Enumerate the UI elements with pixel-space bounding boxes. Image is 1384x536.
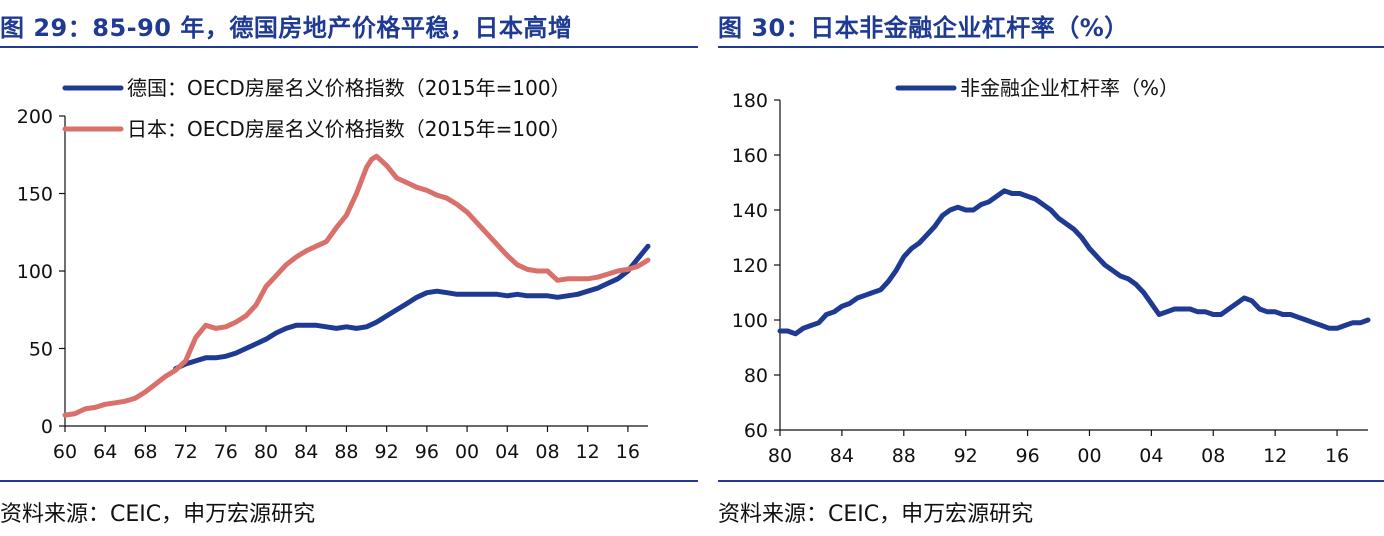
- house-price-chart: 0 50 100 150 200 60 64 68 72 76 80 84 88 92 96 00 04 08 12…: [17, 76, 651, 463]
- x-tick-label: 64: [93, 441, 117, 463]
- legend-label-0: 德国：OECD房屋名义价格指数（2015年=100）: [127, 76, 571, 100]
- x-tick-label: 60: [53, 441, 77, 463]
- x-tick-label: 92: [375, 441, 399, 463]
- y-tick-label: 160: [732, 145, 768, 167]
- title-rule: [0, 46, 698, 48]
- legend-label-1: 日本：OECD房屋名义价格指数（2015年=100）: [127, 117, 571, 141]
- series-line-0: [173, 243, 651, 372]
- x-tick-label: 12: [576, 441, 600, 463]
- figure-29-source: 资料来源：CEIC，申万宏源研究: [0, 502, 316, 527]
- figure-30-source: 资料来源：CEIC，申万宏源研究: [718, 502, 1034, 527]
- y-tick-label: 120: [732, 255, 768, 277]
- x-tick-label: 00: [455, 441, 479, 463]
- y-tick-label: 150: [17, 184, 53, 206]
- x-tick-label: 80: [768, 445, 792, 467]
- x-tick-label: 96: [1015, 445, 1039, 467]
- series-line-1: [62, 153, 651, 418]
- x-tick-label: 72: [174, 441, 198, 463]
- y-tick-label: 100: [17, 261, 53, 283]
- y-tick-label: 0: [41, 416, 53, 438]
- right-figure: 图 30：日本非金融企业杠杆率（%） 60 80 100 120 140 160 180 80…: [718, 0, 1384, 536]
- y-tick-label: 100: [732, 310, 768, 332]
- x-tick-label: 92: [954, 445, 978, 467]
- left-figure: 图 29：85-90 年，德国房地产价格平稳，日本高增 0 50 100 150 200…: [0, 14, 698, 527]
- source-rule: [0, 480, 698, 482]
- x-tick-label: 04: [1139, 445, 1163, 467]
- y-tick-label: 60: [744, 420, 768, 442]
- x-tick-label: 88: [334, 441, 358, 463]
- figure-30-title: 图 30：日本非金融企业杠杆率（%）: [718, 14, 1129, 42]
- y-tick-label: 50: [29, 339, 53, 361]
- y-tick-label: 80: [744, 365, 768, 387]
- y-tick-label: 200: [17, 106, 53, 128]
- x-tick-label: 68: [133, 441, 157, 463]
- source-rule: [718, 480, 1384, 482]
- x-tick-label: 08: [535, 441, 559, 463]
- x-tick-label: 12: [1263, 445, 1287, 467]
- x-tick-label: 08: [1201, 445, 1225, 467]
- x-tick-label: 16: [616, 441, 640, 463]
- y-tick-label: 180: [732, 90, 768, 112]
- x-tick-label: 84: [294, 441, 318, 463]
- x-tick-label: 76: [214, 441, 238, 463]
- title-rule: [718, 46, 1384, 48]
- series-line-0: [777, 188, 1371, 337]
- x-tick-label: 80: [254, 441, 278, 463]
- x-tick-label: 96: [415, 441, 439, 463]
- figure-29-title: 图 29：85-90 年，德国房地产价格平稳，日本高增: [0, 14, 573, 42]
- legend-label-0: 非金融企业杠杆率（%）: [960, 76, 1179, 100]
- x-tick-label: 16: [1325, 445, 1349, 467]
- x-tick-label: 04: [495, 441, 519, 463]
- y-tick-label: 140: [732, 200, 768, 222]
- x-tick-label: 88: [892, 445, 916, 467]
- x-tick-label: 84: [830, 445, 854, 467]
- x-tick-label: 00: [1077, 445, 1101, 467]
